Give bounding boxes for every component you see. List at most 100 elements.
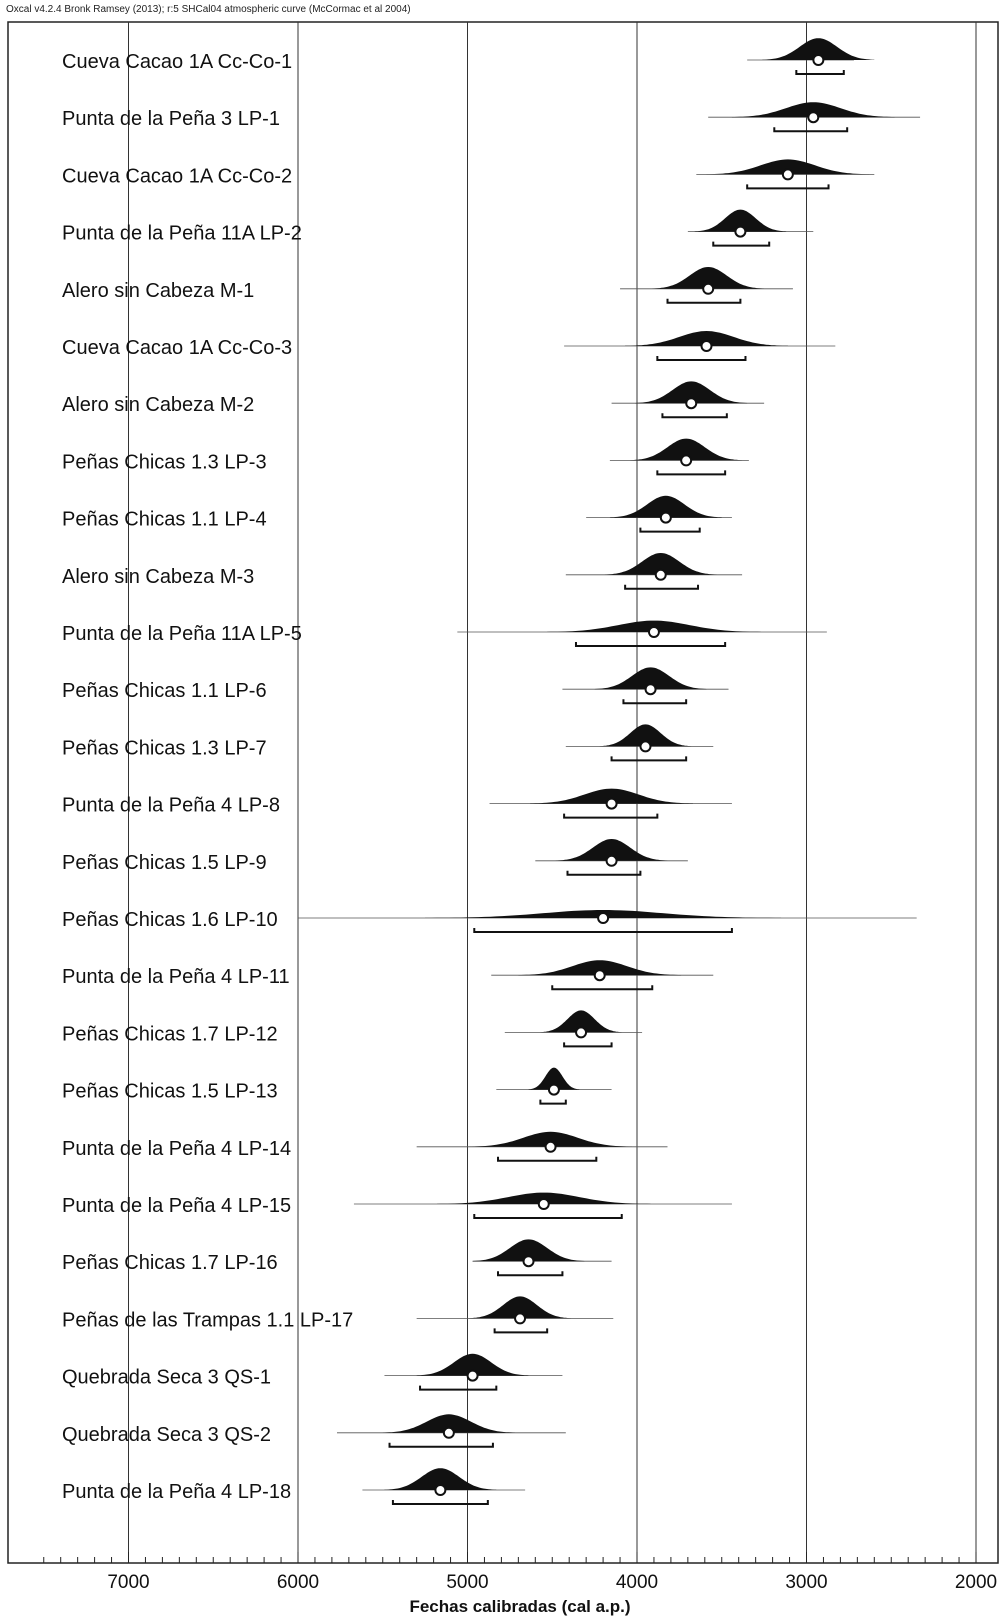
range-95-bracket xyxy=(391,1500,489,1505)
posterior-density xyxy=(635,381,748,404)
posterior-density xyxy=(594,667,707,690)
sample-row: Peñas Chicas 1.3 LP-3 xyxy=(62,438,749,476)
sample-label: Peñas Chicas 1.5 LP-9 xyxy=(62,852,267,874)
sample-label: Peñas Chicas 1.6 LP-10 xyxy=(62,909,278,931)
sample-row: Punta de la Peña 4 LP-11 xyxy=(62,960,714,991)
sample-label: Alero sin Cabeza M-3 xyxy=(62,566,254,588)
posterior-density xyxy=(469,1131,632,1147)
sample-row: Punta de la Peña 4 LP-18 xyxy=(62,1468,526,1505)
posterior-density xyxy=(609,495,722,518)
posterior-density xyxy=(382,1414,515,1433)
range-95-bracket xyxy=(419,1385,498,1391)
range-95-bracket xyxy=(795,70,845,75)
median-marker xyxy=(702,282,715,295)
sample-row: Alero sin Cabeza M-1 xyxy=(62,267,793,304)
sample-row: Peñas Chicas 1.7 LP-12 xyxy=(62,1010,643,1048)
posterior-density xyxy=(416,1353,529,1376)
median-marker xyxy=(605,797,618,810)
posterior-density xyxy=(652,267,765,289)
sample-label: Cueva Cacao 1A Cc-Co-2 xyxy=(62,165,292,187)
sample-row: Quebrada Seca 3 QS-2 xyxy=(62,1414,566,1448)
sample-row: Punta de la Peña 3 LP-1 xyxy=(62,102,921,133)
sample-row: Peñas Chicas 1.7 LP-16 xyxy=(62,1239,612,1277)
sample-label: Peñas Chicas 1.1 LP-6 xyxy=(62,680,267,702)
sample-label: Quebrada Seca 3 QS-2 xyxy=(62,1424,271,1446)
posterior-density xyxy=(762,38,875,60)
sample-row: Peñas Chicas 1.6 LP-10 xyxy=(62,909,917,933)
x-tick-label: 7000 xyxy=(107,1572,149,1593)
median-marker xyxy=(700,340,713,352)
range-95-bracket xyxy=(551,985,654,991)
sample-row: Peñas de las Trampas 1.1 LP-17 xyxy=(62,1296,614,1334)
range-95-bracket xyxy=(639,527,701,533)
median-marker xyxy=(807,111,820,124)
range-95-bracket xyxy=(746,184,830,190)
sample-label: Alero sin Cabeza M-1 xyxy=(62,280,254,302)
median-marker xyxy=(812,54,825,66)
sample-label: Peñas de las Trampas 1.1 LP-17 xyxy=(62,1309,353,1331)
sample-label: Quebrada Seca 3 QS-1 xyxy=(62,1367,271,1389)
range-95-bracket xyxy=(624,584,700,590)
range-95-bracket xyxy=(656,470,727,476)
posterior-density xyxy=(384,1468,497,1490)
median-marker xyxy=(466,1369,479,1382)
sample-label: Punta de la Peña 4 LP-8 xyxy=(62,795,280,817)
x-tick-label: 6000 xyxy=(277,1572,319,1593)
posterior-density xyxy=(625,331,788,346)
sample-label: Alero sin Cabeza M-2 xyxy=(62,394,254,416)
sample-row: Punta de la Peña 11A LP-5 xyxy=(62,620,827,647)
x-axis-title: Fechas calibradas (cal a.p.) xyxy=(409,1597,630,1616)
median-marker xyxy=(593,969,606,982)
range-95-bracket xyxy=(661,413,728,419)
sample-label: Peñas Chicas 1.5 LP-13 xyxy=(62,1081,278,1103)
median-marker xyxy=(734,225,747,238)
sample-row: Punta de la Peña 11A LP-2 xyxy=(62,209,814,247)
range-95-bracket xyxy=(773,127,849,133)
plot-frame xyxy=(7,21,999,1564)
sample-label: Cueva Cacao 1A Cc-Co-3 xyxy=(62,337,292,359)
x-tick-label: 5000 xyxy=(446,1572,488,1593)
range-95-bracket xyxy=(497,1156,598,1162)
sample-row: Peñas Chicas 1.1 LP-6 xyxy=(62,667,729,705)
posterior-density xyxy=(518,960,682,976)
posterior-density xyxy=(599,724,692,747)
sample-label: Peñas Chicas 1.7 LP-16 xyxy=(62,1252,278,1274)
sample-row: Punta de la Peña 4 LP-15 xyxy=(62,1192,732,1219)
median-marker xyxy=(537,1198,550,1210)
posterior-density xyxy=(555,839,668,861)
posterior-density xyxy=(469,1296,571,1319)
range-95-bracket xyxy=(622,699,688,705)
x-tick-label: 2000 xyxy=(955,1572,997,1593)
range-95-bracket xyxy=(656,356,747,361)
sample-label: Punta de la Peña 11A LP-5 xyxy=(62,623,302,645)
median-marker xyxy=(442,1426,455,1439)
posterior-density xyxy=(530,788,693,804)
chart-header-note: Oxcal v4.2.4 Bronk Ramsey (2013); r:5 SH… xyxy=(6,4,411,15)
sample-label: Punta de la Peña 4 LP-15 xyxy=(62,1195,291,1217)
sample-row: Cueva Cacao 1A Cc-Co-3 xyxy=(62,331,836,361)
sample-label: Peñas Chicas 1.3 LP-7 xyxy=(62,737,267,759)
median-marker xyxy=(781,168,794,181)
median-marker xyxy=(647,626,660,638)
range-95-bracket xyxy=(539,1099,567,1105)
median-marker xyxy=(685,397,698,410)
sample-label: Peñas Chicas 1.7 LP-12 xyxy=(62,1023,278,1045)
sample-row: Peñas Chicas 1.1 LP-4 xyxy=(62,495,732,533)
x-tick-label: 3000 xyxy=(785,1572,827,1593)
sample-row: Alero sin Cabeza M-3 xyxy=(62,553,743,590)
range-95-bracket xyxy=(712,241,771,247)
median-marker xyxy=(605,854,618,867)
range-95-bracket xyxy=(473,928,733,933)
posterior-density xyxy=(694,209,787,232)
range-95-bracket xyxy=(666,298,742,304)
sample-row: Quebrada Seca 3 QS-1 xyxy=(62,1353,563,1391)
posterior-density xyxy=(630,438,743,461)
sample-row: Peñas Chicas 1.5 LP-9 xyxy=(62,839,688,876)
posterior-density xyxy=(604,553,717,575)
sample-label: Peñas Chicas 1.1 LP-4 xyxy=(62,509,267,531)
range-95-bracket xyxy=(574,642,727,647)
sample-label: Punta de la Peña 11A LP-2 xyxy=(62,223,302,245)
posterior-density xyxy=(472,1239,585,1262)
sample-row: Cueva Cacao 1A Cc-Co-2 xyxy=(62,159,875,190)
